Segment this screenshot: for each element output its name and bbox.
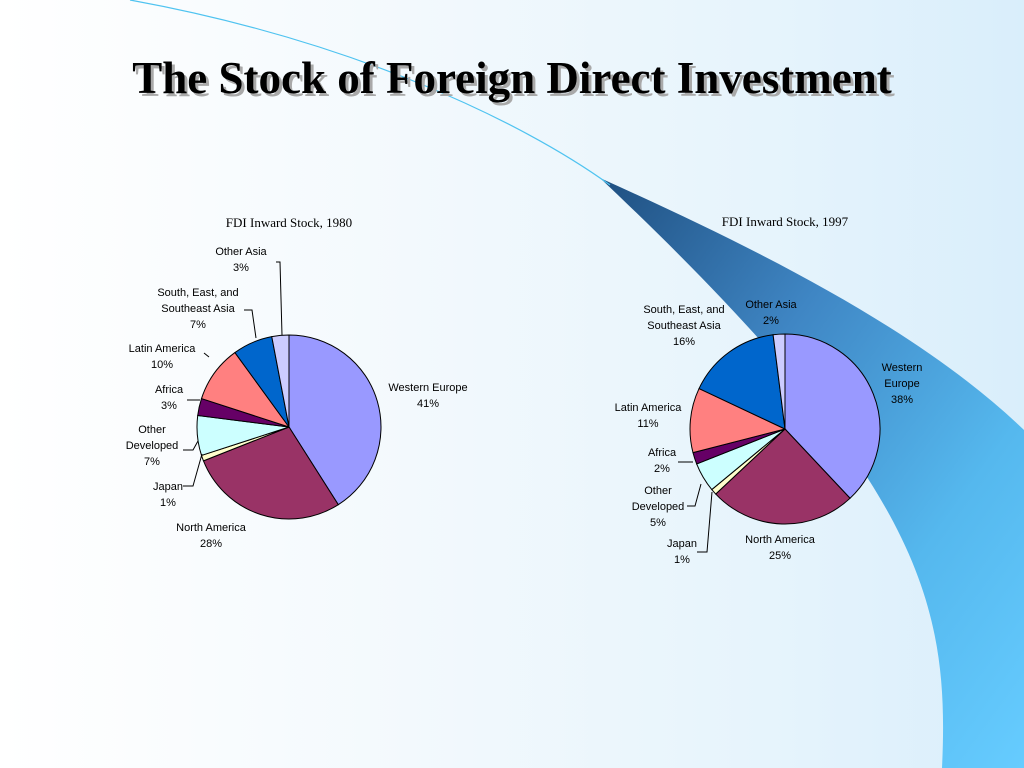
slice-label-other-asia: Other Asia 3%	[215, 246, 267, 274]
slice-label-latin-america: Latin America 11%	[615, 402, 683, 430]
slice-label-other-developed: Other Developed 7%	[126, 424, 179, 468]
leader-line-latin-america	[203, 352, 210, 358]
slice-label-north-america: North America 28%	[176, 522, 247, 550]
slice-label-south-east-and-southeast-asia: South, East, and Southeast Asia 16%	[643, 304, 724, 348]
leader-line-other-asia	[276, 261, 283, 336]
slice-label-western-europe: Western Europe 38%	[882, 362, 923, 406]
swoosh-line	[129, 0, 611, 186]
slice-label-western-europe: Western Europe 41%	[388, 382, 467, 410]
slide-title: The Stock of Foreign Direct Investment	[132, 53, 892, 103]
slice-label-north-america: North America 25%	[745, 534, 816, 562]
pie-chart-1980: FDI Inward Stock, 1980 Western Europe 41%…	[126, 215, 468, 550]
leader-line-other-developed	[687, 483, 702, 507]
slice-label-other-asia: Other Asia 2%	[745, 299, 797, 327]
slice-label-africa: Africa 2%	[648, 447, 677, 475]
slice-label-africa: Africa 3%	[155, 384, 184, 412]
slice-label-other-developed: Other Developed 5%	[632, 485, 685, 529]
chart-title: FDI Inward Stock, 1980	[226, 215, 352, 230]
pie-slice-western-europe	[288, 334, 382, 506]
slice-label-latin-america: Latin America 10%	[129, 343, 197, 371]
pie-slice-latin-america	[689, 387, 787, 454]
leader-line-japan	[183, 453, 203, 487]
pie-slice-western-europe	[784, 333, 881, 499]
slice-label-japan: Japan 1%	[667, 538, 697, 566]
pie-slice-other-asia	[772, 333, 786, 430]
leader-line-japan	[697, 491, 713, 553]
leader-line-south-east-and-southeast-asia	[244, 309, 257, 339]
pie-slice-north-america	[202, 426, 339, 520]
chart-title: FDI Inward Stock, 1997	[722, 214, 849, 229]
slice-label-south-east-and-southeast-asia: South, East, and Southeast Asia 7%	[157, 287, 238, 331]
pie-slice-south-east-and-southeast-asia	[698, 334, 786, 430]
pie-slice-north-america	[715, 428, 851, 525]
pie-chart-1997: FDI Inward Stock, 1997 Western Europe 38% N…	[615, 214, 923, 566]
pie-slice-other-asia	[271, 334, 290, 428]
slice-label-japan: Japan 1%	[153, 481, 183, 509]
leader-line-other-developed	[183, 440, 199, 451]
swoosh-shape	[600, 178, 1024, 768]
